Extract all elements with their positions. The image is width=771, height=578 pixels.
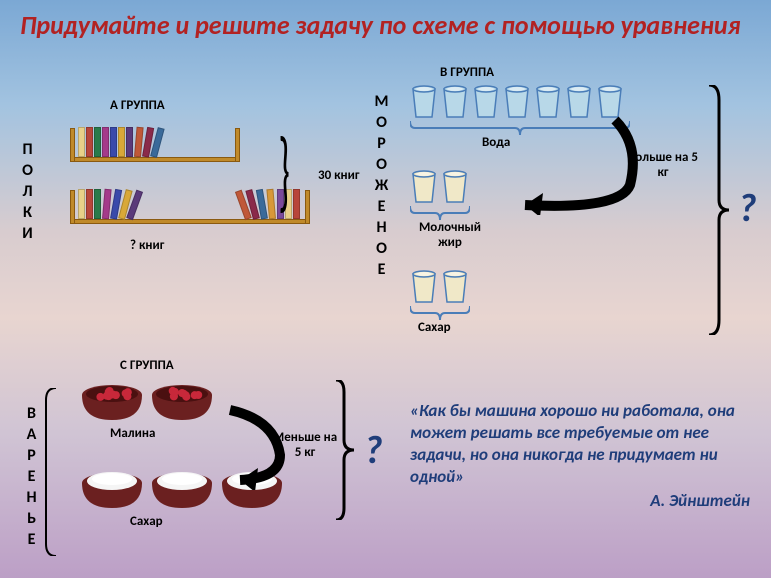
qmark-c: ? [364,425,383,474]
group-a-label: А ГРУППА [110,98,165,113]
sugar-bowl-caption: Сахар [130,514,163,529]
fat-caption: Молочный жир [410,220,490,250]
content: Придумайте и решите задачу по схеме с по… [0,0,771,578]
water-row [410,85,624,119]
fat-row [410,170,469,204]
bracket-varenye [44,388,58,556]
group-a: А ГРУППА ? книг } 30 книг [50,98,370,278]
bracket-c [334,380,356,520]
arrow-b [505,115,645,215]
group-b-label: В ГРУППА [440,65,494,80]
sugar-caption: Сахар [418,320,451,335]
quote: «Как бы машина хорошо ни работала, она м… [410,400,750,512]
vlabel-a: ПОЛКИ [18,140,37,245]
quote-text: «Как бы машина хорошо ни работала, она м… [410,400,750,488]
brace-a: } [278,126,289,216]
vlabel-b: МОРОЖЕНОЕ [372,92,391,281]
quote-author: А. Эйнштейн [410,490,750,512]
berry-caption: Малина [110,426,155,441]
vlabel-c: ВАРЕНЬЕ [22,404,41,551]
qmark-b: ? [738,183,757,232]
bracket-b [707,85,732,335]
arrow-b-text: Больше на 5 кг [628,150,698,180]
group-c-label: С ГРУППА [120,358,174,373]
page-title: Придумайте и решите задачу по схеме с по… [0,0,771,41]
sugar-row [410,270,469,304]
group-c: С ГРУППА Малина Сахар Меньше на 5 кг ? [50,370,390,560]
berry-row [80,382,214,422]
arrow-c-text: Меньше на 5 кг [270,430,340,460]
sugar-brace [410,306,470,320]
group-b: В ГРУППА Вода Молочный жир Сахар Больше … [380,75,760,355]
unknown-label: ? книг [130,238,164,253]
total-label: 30 книг [318,168,359,183]
shelf-top [70,126,270,162]
fat-brace [410,206,470,220]
